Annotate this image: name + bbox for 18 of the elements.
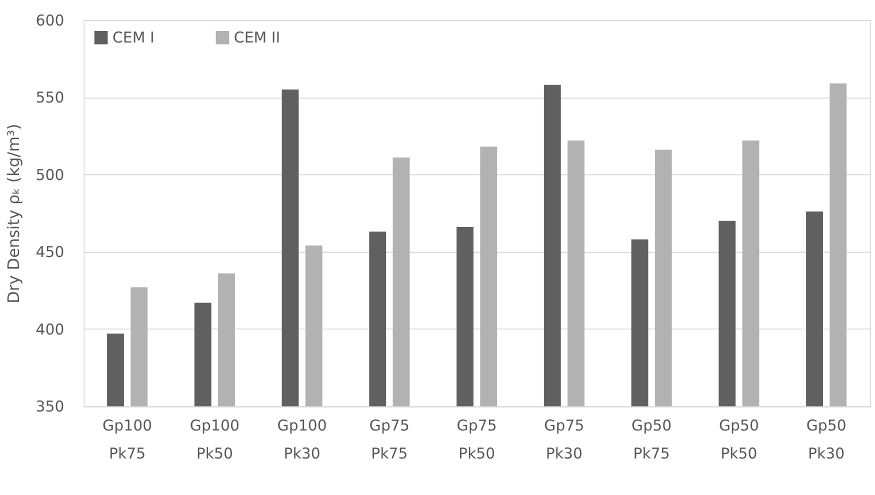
y-tick-label: 350: [36, 398, 64, 416]
x-tick-label: Gp75 Pk50: [456, 416, 497, 462]
x-tick-label: Gp50 Pk75: [632, 416, 672, 462]
legend-label: CEM I: [112, 28, 154, 47]
y-tick-label: 600: [36, 11, 64, 30]
x-tick-label: Gp50 Pk50: [718, 416, 759, 462]
y-tick-label: 550: [36, 88, 64, 107]
x-tick-label: Gp75 Pk30: [544, 416, 584, 462]
legend-label: CEM II: [234, 28, 280, 47]
y-axis-title: Dry Density ρₖ (kg/m³): [4, 124, 23, 304]
x-tick-label: Gp100 Pk50: [190, 416, 240, 462]
y-tick-label: 400: [36, 320, 64, 338]
x-tick-label: Gp100 Pk30: [277, 416, 327, 462]
x-tick-label: Gp75 Pk75: [369, 416, 410, 462]
x-tick-label: Gp100 Pk75: [102, 416, 152, 462]
y-tick-label: 450: [36, 243, 64, 262]
y-tick-label: 500: [36, 166, 64, 184]
x-tick-label: Gp50 Pk30: [806, 416, 846, 462]
